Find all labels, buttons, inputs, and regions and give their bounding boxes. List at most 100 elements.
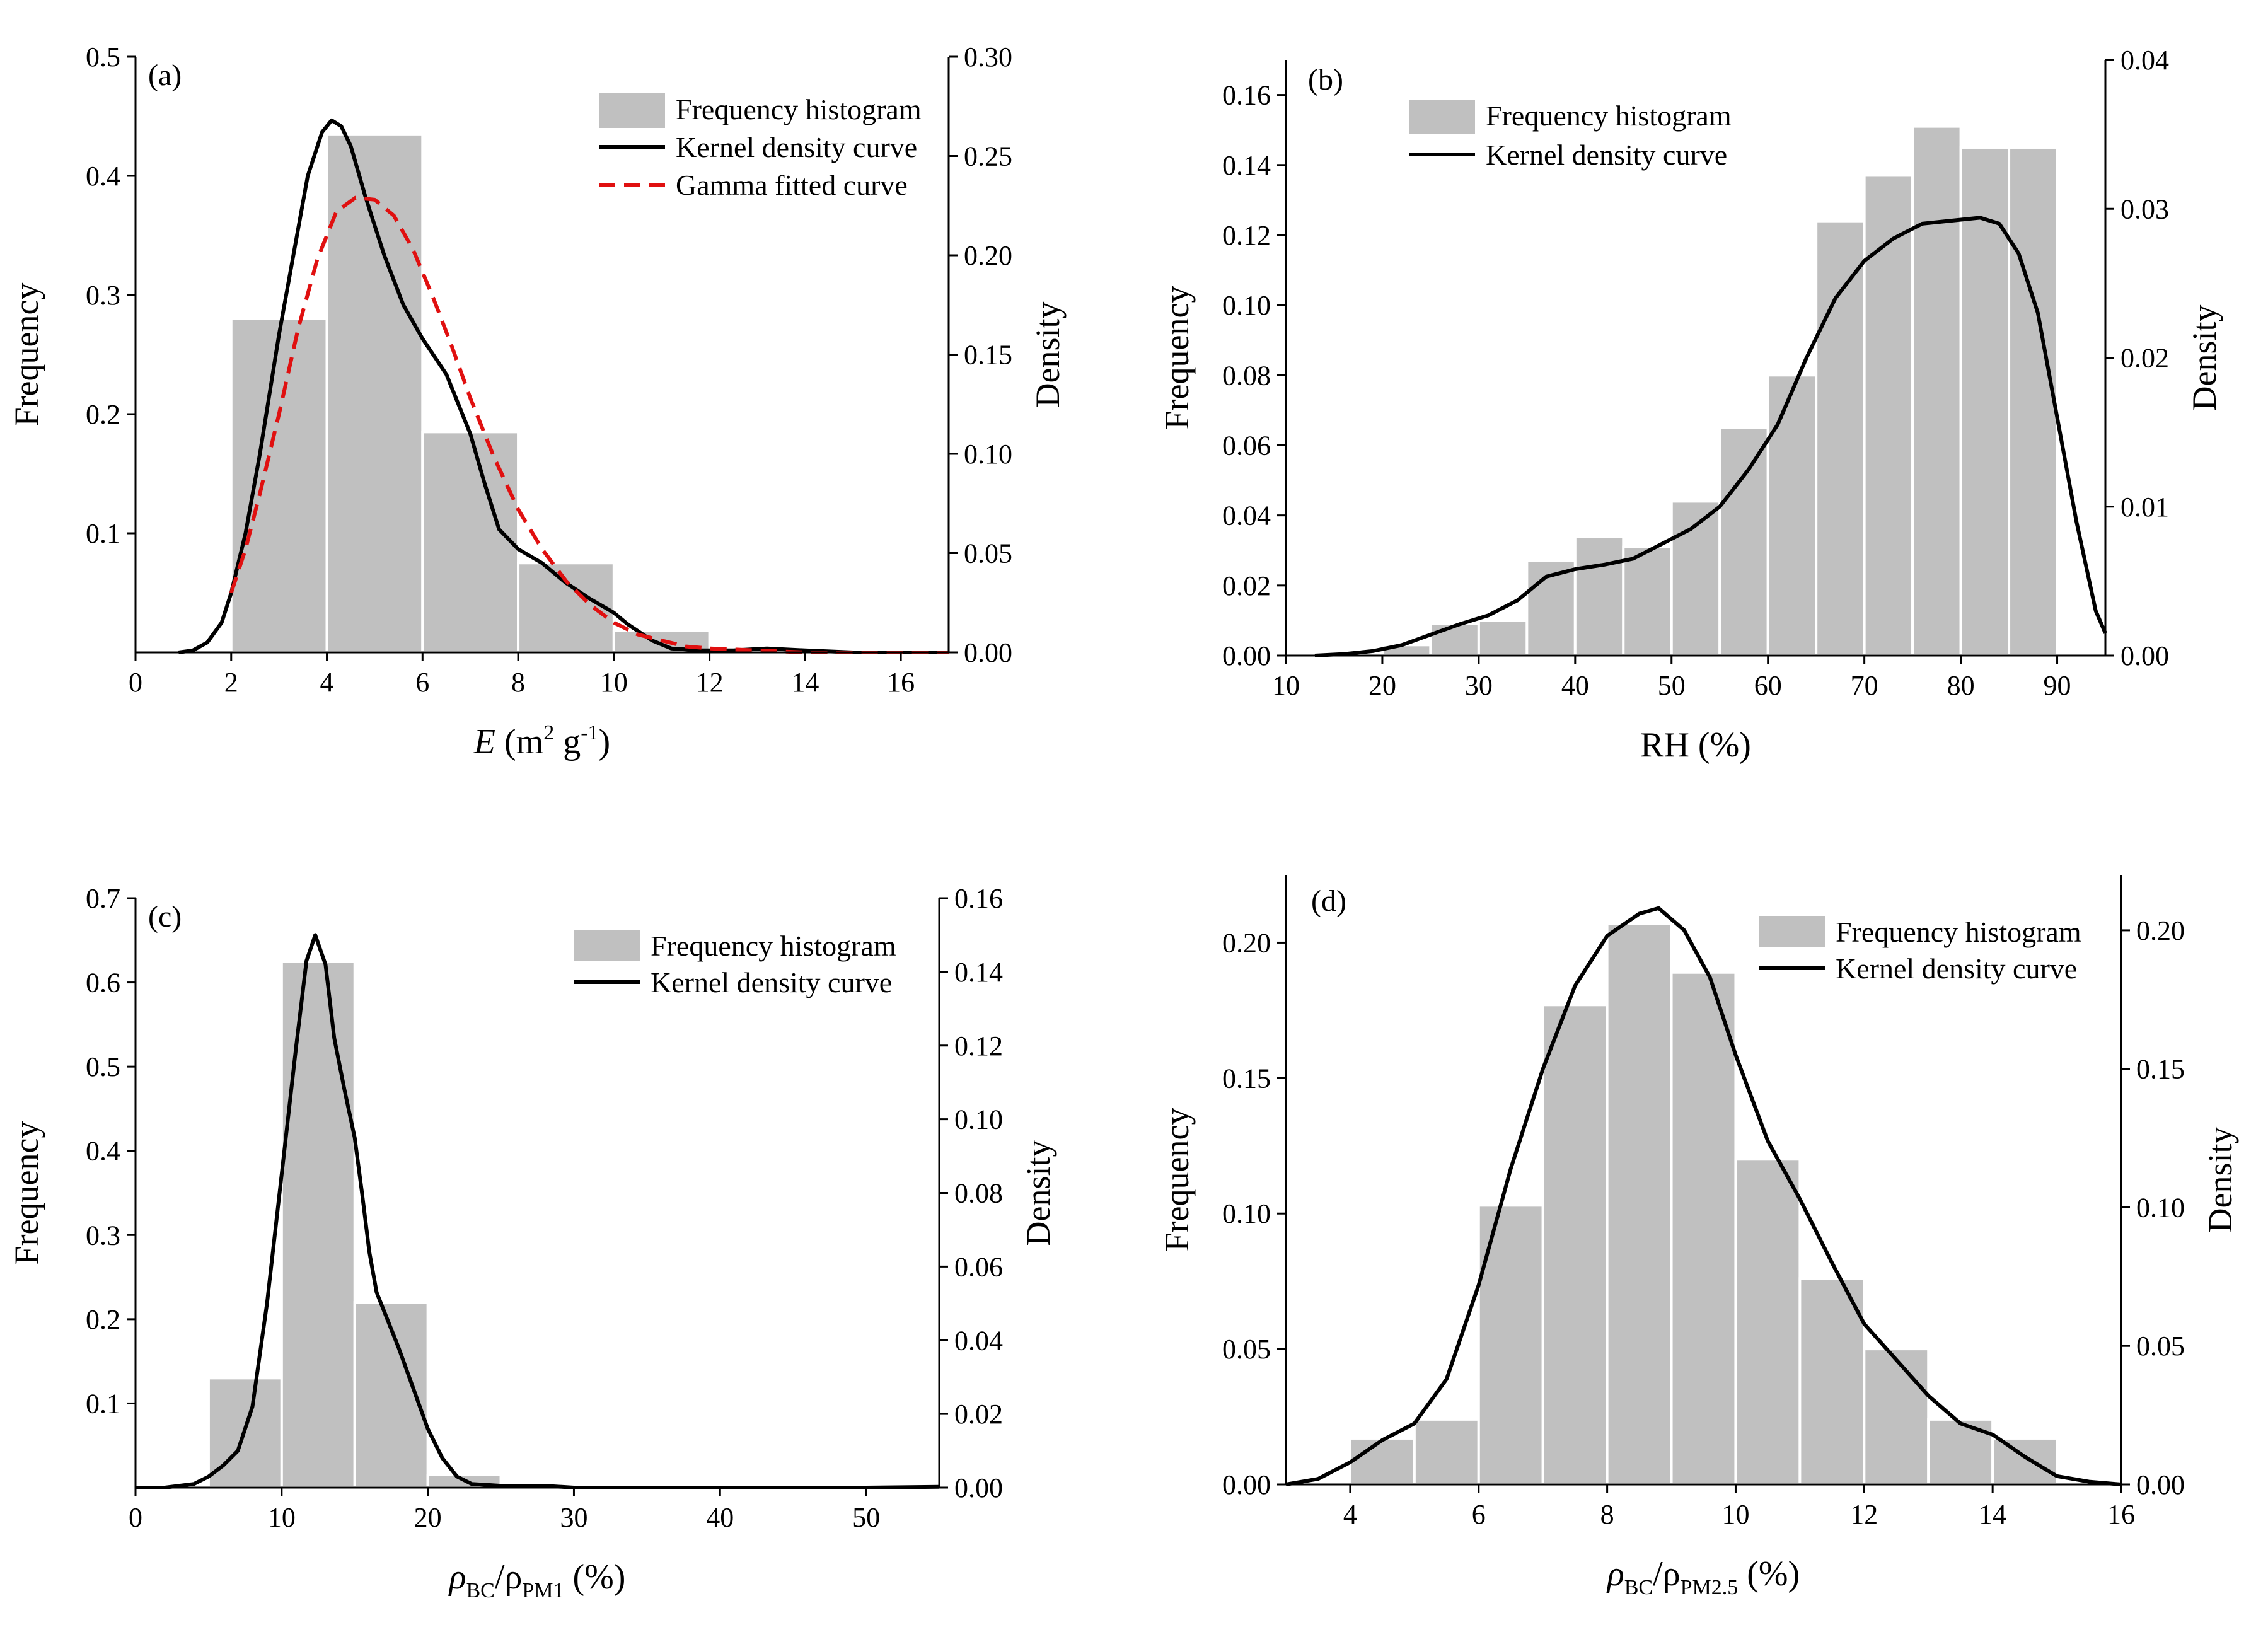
x-axis-title-subscript: PM2.5 [1681, 1576, 1739, 1599]
histogram-bar [1541, 1004, 1609, 1486]
x-tick-label: 4 [1343, 1499, 1357, 1530]
y-axis-title: Frequency [1158, 286, 1196, 430]
x-axis-title-subscript: BC [466, 1579, 494, 1602]
x-tick-label: 10 [1272, 670, 1300, 701]
legend-label: Frequency histogram [1486, 100, 1732, 132]
y2-tick-label: 0.04 [2120, 45, 2169, 76]
y-axis-title: Frequency [8, 1121, 45, 1265]
x-axis-title-subscript: PM1 [522, 1579, 564, 1602]
x-tick-label: 70 [1851, 670, 1878, 701]
histogram-bar [229, 317, 328, 654]
x-tick-label: 30 [1465, 670, 1493, 701]
kernel-density-curve [1285, 906, 2122, 1486]
y2-tick-label: 0.02 [954, 1399, 1003, 1430]
legend-label: Gamma fitted curve [676, 169, 908, 201]
y2-tick-label: 0.20 [2136, 915, 2185, 946]
histogram-bar [1429, 622, 1480, 657]
y2-tick-label: 0.00 [964, 637, 1012, 668]
x-axis-title-symbol: /ρ [495, 1558, 523, 1597]
y2-tick-label: 0.10 [2136, 1192, 2185, 1223]
x-tick-label: 30 [560, 1502, 587, 1533]
histogram-bar [1911, 125, 1962, 657]
x-tick-label: 16 [2107, 1499, 2135, 1530]
y-tick-label: 0.4 [86, 1136, 120, 1167]
kernel-density-curve [1314, 216, 2107, 657]
histogram-bar [1348, 1437, 1416, 1486]
y2-tick-label: 0.04 [954, 1325, 1003, 1356]
x-axis-title-unit: (%) [1738, 1554, 1800, 1594]
x-axis-title-symbol: ρ [448, 1558, 466, 1597]
x-tick-label: 2 [224, 667, 238, 698]
histogram-bar [1959, 146, 2011, 657]
y2-tick-label: 0.00 [2136, 1469, 2185, 1500]
x-axis-title-superscript: -1 [581, 721, 598, 744]
histogram-bar [1863, 174, 1914, 657]
histogram-bar [2008, 146, 2059, 657]
legend-swatch-histogram [599, 93, 665, 128]
y2-tick-label: 0.03 [2120, 194, 2169, 224]
legend-label: Kernel density curve [1836, 952, 2077, 985]
histogram-bar [1927, 1418, 1994, 1486]
legend-swatch-histogram [1409, 100, 1475, 134]
histogram-bar [1734, 1158, 1802, 1486]
x-axis-title-unit: (%) [564, 1558, 625, 1597]
panel-label: (a) [148, 59, 182, 92]
y-tick-label: 0.14 [1222, 150, 1271, 181]
x-tick-label: 4 [320, 667, 334, 698]
x-tick-label: 0 [129, 667, 142, 698]
panel-d-chart: 4 6 8 10 12 14 160.000.050.100.150.200.000.050… [1158, 875, 2239, 1599]
y2-tick-label: 0.02 [2120, 343, 2169, 374]
y-tick-label: 0.5 [86, 1051, 120, 1082]
histogram-bar [1413, 1418, 1480, 1486]
histogram-bar [280, 960, 356, 1489]
histogram-bar [1815, 219, 1866, 657]
y-tick-label: 0.10 [1222, 1198, 1271, 1229]
y2-tick-label: 0.10 [954, 1104, 1003, 1135]
x-tick-label: 40 [1561, 670, 1589, 701]
legend-label: Frequency histogram [676, 93, 922, 125]
y-tick-label: 0.08 [1222, 360, 1271, 391]
legend-label: Kernel density curve [676, 131, 917, 163]
y2-tick-label: 0.25 [964, 141, 1012, 172]
x-axis-title-unit: (m [495, 722, 543, 761]
x-tick-label: 6 [1472, 1499, 1486, 1530]
y-tick-label: 0.1 [86, 1388, 120, 1419]
x-axis-title: RH (%) [1640, 726, 1751, 765]
histogram-bar [1670, 971, 1737, 1486]
y-tick-label: 0.12 [1222, 220, 1271, 251]
panel-c-chart: 0 10 20 30 40 50 0.1 0.2 0.3 0.4 0.5 0.6 0.7 0.00 0.02… [8, 883, 1057, 1602]
histogram-bar [1718, 426, 1769, 657]
y-tick-label: 0.1 [86, 518, 120, 549]
x-tick-label: 10 [1721, 1499, 1749, 1530]
x-tick-label: 60 [1754, 670, 1782, 701]
y-tick-label: 0.2 [86, 1304, 120, 1335]
y2-tick-label: 0.06 [954, 1251, 1003, 1282]
y2-tick-label: 0.15 [964, 340, 1012, 371]
y2-tick-label: 0.08 [954, 1178, 1003, 1209]
y2-tick-label: 0.00 [954, 1472, 1003, 1503]
panel-label: (c) [148, 900, 182, 934]
x-axis-title-symbol: E [473, 722, 495, 761]
x-tick-label: 8 [1600, 1499, 1614, 1530]
y-tick-label: 0.20 [1222, 927, 1271, 958]
y-tick-label: 0.06 [1222, 430, 1271, 461]
y-axis-title: Frequency [1158, 1108, 1196, 1252]
x-tick-label: 12 [696, 667, 724, 698]
y-tick-label: 0.16 [1222, 80, 1271, 111]
histogram-bar [1863, 1348, 1930, 1486]
histogram-bar [1766, 374, 1818, 657]
x-tick-label: 50 [1658, 670, 1686, 701]
histogram-bar [1798, 1277, 1866, 1486]
panel-label: (d) [1311, 884, 1346, 918]
histogram-bar [1606, 922, 1673, 1486]
kernel-density-curve [136, 933, 940, 1489]
x-tick-label: 20 [414, 1502, 442, 1533]
y2-tick-label: 0.20 [964, 240, 1012, 271]
y2-axis-title: Density [2185, 305, 2223, 411]
y-tick-label: 0.2 [86, 399, 120, 430]
x-tick-label: 16 [887, 667, 915, 698]
panel-b-chart: 10 20 30 40 50 60 70 80 90 0.00 0.02 0.04 0.06 0.08 0.… [1158, 45, 2223, 765]
histogram-bar [1991, 1437, 2059, 1486]
y-axis-title: Frequency [8, 283, 45, 427]
